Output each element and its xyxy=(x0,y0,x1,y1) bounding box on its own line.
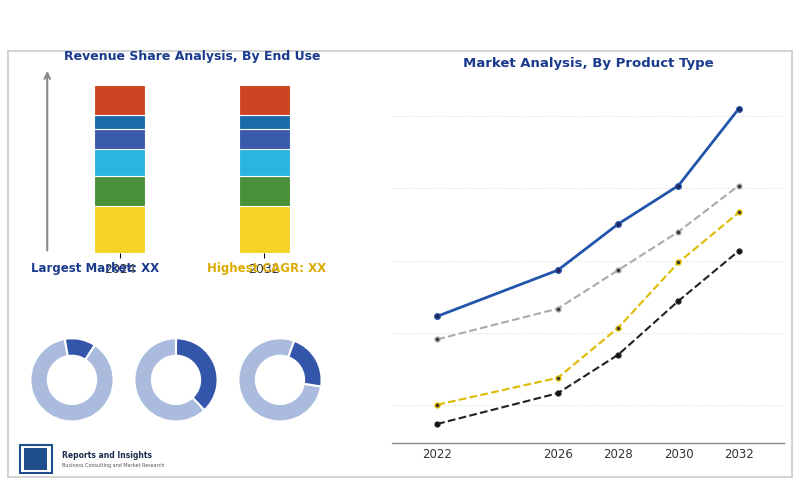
Bar xyxy=(94,129,145,149)
Text: Business Consulting and Market Research: Business Consulting and Market Research xyxy=(62,463,164,468)
Bar xyxy=(239,206,290,253)
Bar xyxy=(94,85,145,115)
Bar xyxy=(94,176,145,206)
Bar xyxy=(239,149,290,176)
Wedge shape xyxy=(238,338,321,421)
Wedge shape xyxy=(288,341,322,387)
Text: Largest Market: XX: Largest Market: XX xyxy=(30,262,159,275)
Title: Market Analysis, By Product Type: Market Analysis, By Product Type xyxy=(462,57,714,70)
Bar xyxy=(94,149,145,176)
Wedge shape xyxy=(30,339,114,421)
FancyBboxPatch shape xyxy=(24,448,47,470)
Bar xyxy=(239,129,290,149)
Bar xyxy=(94,206,145,253)
Wedge shape xyxy=(134,338,205,421)
Title: Revenue Share Analysis, By End Use: Revenue Share Analysis, By End Use xyxy=(64,50,320,63)
Bar xyxy=(94,115,145,129)
Text: Reports and Insights: Reports and Insights xyxy=(62,451,152,460)
Bar xyxy=(239,115,290,129)
Wedge shape xyxy=(65,338,94,360)
FancyBboxPatch shape xyxy=(20,445,52,473)
Text: GLOBAL COMMERCIAL MICROWAVE OVENS MARKET SEGMENT ANALYSIS: GLOBAL COMMERCIAL MICROWAVE OVENS MARKET… xyxy=(12,19,548,32)
Bar xyxy=(239,85,290,115)
Text: Highest CAGR: XX: Highest CAGR: XX xyxy=(207,262,326,275)
Bar xyxy=(239,176,290,206)
Wedge shape xyxy=(176,338,218,410)
